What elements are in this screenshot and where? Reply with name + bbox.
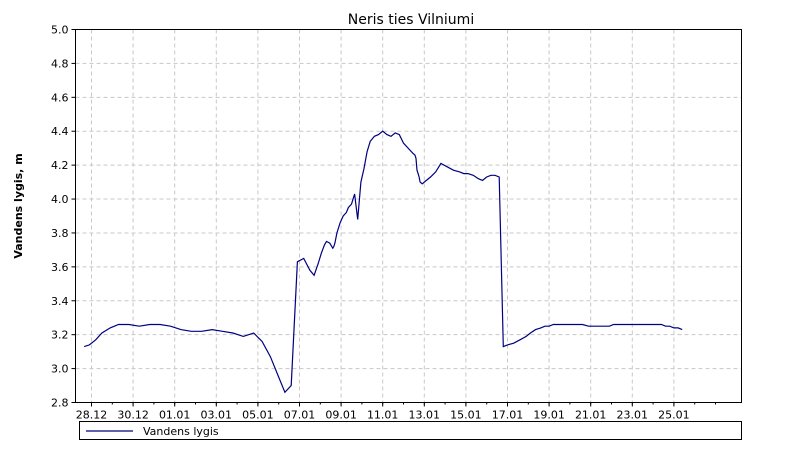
x-tick-label: 23.01 xyxy=(617,409,649,422)
x-axis: 28.12 30.12 01.01 03.01 05.01 07.01 09.01 11.01… xyxy=(76,402,716,422)
x-tick-label: 19.01 xyxy=(533,409,565,422)
x-tick-label: 17.01 xyxy=(492,409,524,422)
x-tick-label: 25.01 xyxy=(658,409,690,422)
series-line-0 xyxy=(84,130,683,394)
y-tick-label: 3.2 xyxy=(51,329,69,342)
x-tick-label: 28.12 xyxy=(76,409,108,422)
legend: Vandens lygis xyxy=(79,421,742,440)
y-tick-label: 4.6 xyxy=(51,91,69,104)
x-tick-label: 21.01 xyxy=(575,409,607,422)
y-tick-label: 4.8 xyxy=(51,57,69,70)
legend-label: Vandens lygis xyxy=(143,425,219,438)
y-tick-label: 3.4 xyxy=(51,295,69,308)
y-tick-label: 4.2 xyxy=(51,159,69,172)
y-tick-label: 5.0 xyxy=(51,24,69,37)
grid xyxy=(75,29,742,403)
x-tick-label: 11.01 xyxy=(367,409,399,422)
y-tick-label: 3.6 xyxy=(51,261,69,274)
y-tick-label: 4.4 xyxy=(51,125,69,138)
x-tick-label: 07.01 xyxy=(284,409,316,422)
series-layer xyxy=(84,130,683,394)
y-axis: 2.8 3.0 3.2 3.4 3.6 3.8 4.0 4.2 4.4 4.6 4.8 5.0 xyxy=(51,24,76,410)
x-tick-label: 03.01 xyxy=(201,409,233,422)
x-tick-label: 13.01 xyxy=(409,409,441,422)
y-axis-label: Vandens lygis, m xyxy=(12,153,25,258)
chart-title: Neris ties Vilniumi xyxy=(348,12,474,28)
x-tick-label: 01.01 xyxy=(159,409,191,422)
x-tick-label: 09.01 xyxy=(325,409,357,422)
y-tick-label: 3.0 xyxy=(51,363,69,376)
x-tick-label: 05.01 xyxy=(242,409,274,422)
x-tick-label: 30.12 xyxy=(117,409,149,422)
y-tick-label: 4.0 xyxy=(51,193,69,206)
y-tick-label: 2.8 xyxy=(51,397,69,410)
plot-area xyxy=(75,29,742,403)
x-tick-label: 15.01 xyxy=(450,409,482,422)
legend-box xyxy=(79,421,742,440)
y-tick-label: 3.8 xyxy=(51,227,69,240)
